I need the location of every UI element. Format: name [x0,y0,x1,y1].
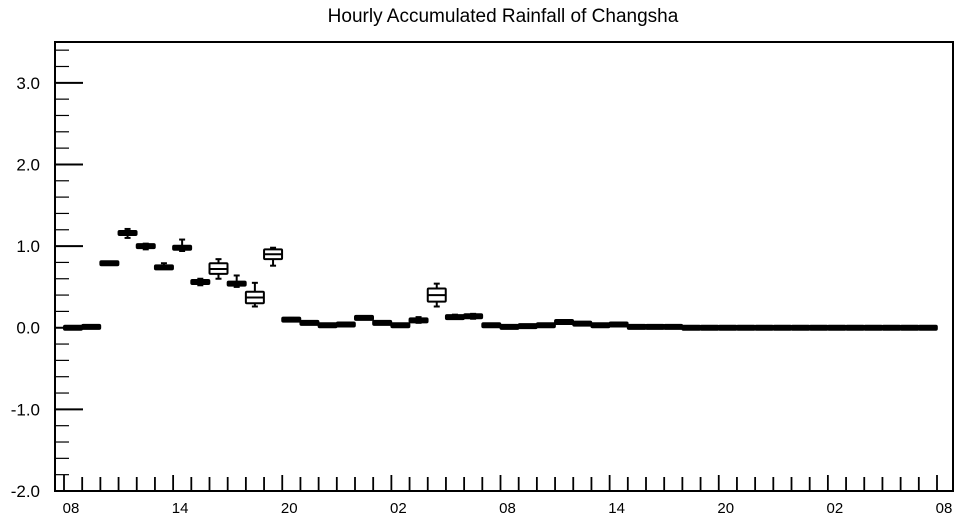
box-mark [463,312,484,320]
box-mark [863,324,884,331]
x-axis: 08 14 20 02 08 14 20 02 08 [63,475,953,517]
box-mark [172,238,193,252]
box-mark [554,319,575,326]
box-mark [444,313,465,321]
box-mark [208,258,229,280]
box-mark [190,277,211,287]
box-mark [135,242,156,251]
box-mark [717,324,738,331]
box-mark [590,322,611,329]
box-mark [626,323,647,330]
box-mark [281,316,302,323]
box-mark [899,324,920,331]
x-tick-label: 02 [827,500,844,517]
box-mark [372,319,393,326]
plot-frame [54,41,954,492]
box-mark [645,323,665,330]
box-mark [244,281,265,308]
box-mark [299,319,320,326]
box-mark [790,324,811,331]
x-tick-label: 14 [608,500,625,517]
y-tick-label: 1.0 [16,237,40,256]
x-tick-label: 20 [281,500,298,517]
chart-title: Hourly Accumulated Rainfall of Changsha [328,6,679,27]
box-mark [499,323,520,330]
box-mark [735,324,756,331]
box-mark [608,321,629,328]
y-tick-label: -2.0 [11,482,40,501]
box-mark [917,324,938,331]
box-mark [808,324,829,331]
box-mark [481,322,502,329]
box-mark [845,324,866,331]
box-mark [226,274,247,288]
box-mark [535,322,556,329]
box-mark [426,282,447,308]
box-mark [317,322,338,329]
y-tick-label: 3.0 [16,74,40,93]
y-tick-label: 0.0 [16,319,40,338]
x-tick-label: 08 [499,500,516,517]
box-mark [335,321,356,328]
box-mark [153,262,174,271]
box-series [63,227,938,331]
box-mark [663,323,684,330]
x-tick-label: 08 [936,500,953,517]
y-tick-label: 2.0 [16,155,40,174]
x-tick-label: 20 [717,500,734,517]
y-tick-label: -1.0 [11,400,40,419]
x-tick-label: 14 [172,500,189,517]
box-mark [117,227,138,239]
x-tick-label: 08 [63,500,80,517]
box-mark [881,324,902,331]
box-mark [81,323,102,330]
y-axis: 3.0 2.0 1.0 0.0 -1.0 -2.0 [11,49,83,501]
box-mark [826,324,847,331]
box-mark [99,260,120,267]
box-mark [572,320,593,327]
box-mark [681,324,702,331]
x-tick-label: 02 [390,500,407,517]
box-mark [263,246,284,267]
box-mark [63,324,83,331]
box-mark [772,324,793,331]
box-mark [408,316,429,324]
box-mark [354,314,374,321]
box-mark [699,324,720,331]
box-mark [517,323,538,330]
box-mark [390,322,411,329]
box-mark [754,324,775,331]
